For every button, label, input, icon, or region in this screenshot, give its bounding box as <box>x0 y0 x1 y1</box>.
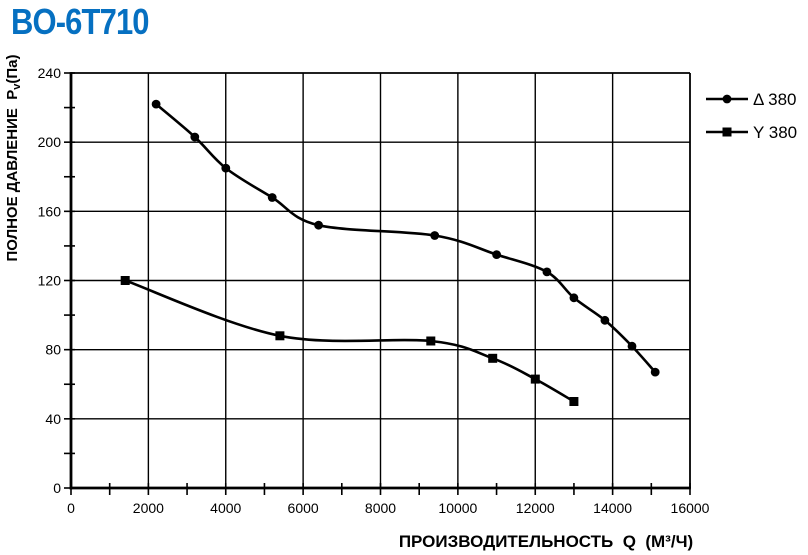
x-axis-title: ПРОИЗВОДИТЕЛЬНОСТЬ Q (М³/Ч) <box>399 532 693 551</box>
y-tick-label: 0 <box>53 480 61 496</box>
data-point-circle <box>600 315 610 325</box>
x-tick-label: 10000 <box>438 500 477 516</box>
data-point-square <box>569 397 579 406</box>
data-point-circle <box>627 341 637 351</box>
legend-label: Y 380 <box>753 123 797 142</box>
data-point-circle <box>492 250 501 259</box>
page-title: BO-6T710 <box>11 1 150 42</box>
data-point-square <box>488 353 498 363</box>
legend: Δ 380 Y 380 <box>706 90 797 142</box>
data-point-circle <box>430 231 440 240</box>
x-tick-label: 8000 <box>365 500 396 516</box>
y-axis-title: ПОЛНОЕ ДАВЛЕНИЕ Pv(Па) <box>4 55 23 262</box>
y-tick-label: 160 <box>38 203 62 219</box>
legend-label: Δ 380 <box>753 90 797 109</box>
legend-marker-circle-icon <box>722 94 732 104</box>
data-point-circle <box>650 367 660 377</box>
series-line <box>123 279 576 403</box>
series-line <box>154 102 657 374</box>
data-point-square <box>530 374 540 384</box>
data-point-square <box>275 331 285 341</box>
y-tick-label: 200 <box>38 134 62 150</box>
data-point-circle <box>267 193 277 202</box>
series-y-380 <box>120 276 579 406</box>
x-tick-label: 16000 <box>671 500 710 516</box>
data-point-circle <box>542 267 552 277</box>
data-point-circle <box>190 132 200 142</box>
y-tick-label: 240 <box>38 65 62 81</box>
x-tick-label: 0 <box>67 500 75 516</box>
series-delta-380 <box>151 99 660 377</box>
data-point-circle <box>314 220 323 230</box>
data-point-circle <box>221 163 231 173</box>
legend-entry: Δ 380 <box>706 90 797 109</box>
y-tick-label: 40 <box>45 411 61 427</box>
data-point-circle <box>569 293 579 303</box>
x-tick-label: 2000 <box>133 500 164 516</box>
legend-marker-square-icon <box>722 127 732 137</box>
y-tick-label: 80 <box>45 342 61 358</box>
x-tick-label: 4000 <box>210 500 241 516</box>
legend-entry: Y 380 <box>706 123 797 142</box>
data-point-square <box>426 336 436 346</box>
x-tick-label: 14000 <box>593 500 632 516</box>
data-point-square <box>120 276 130 285</box>
y-tick-label: 120 <box>38 273 62 289</box>
x-tick-label: 12000 <box>516 500 555 516</box>
data-point-circle <box>151 99 161 109</box>
x-tick-label: 6000 <box>288 500 319 516</box>
